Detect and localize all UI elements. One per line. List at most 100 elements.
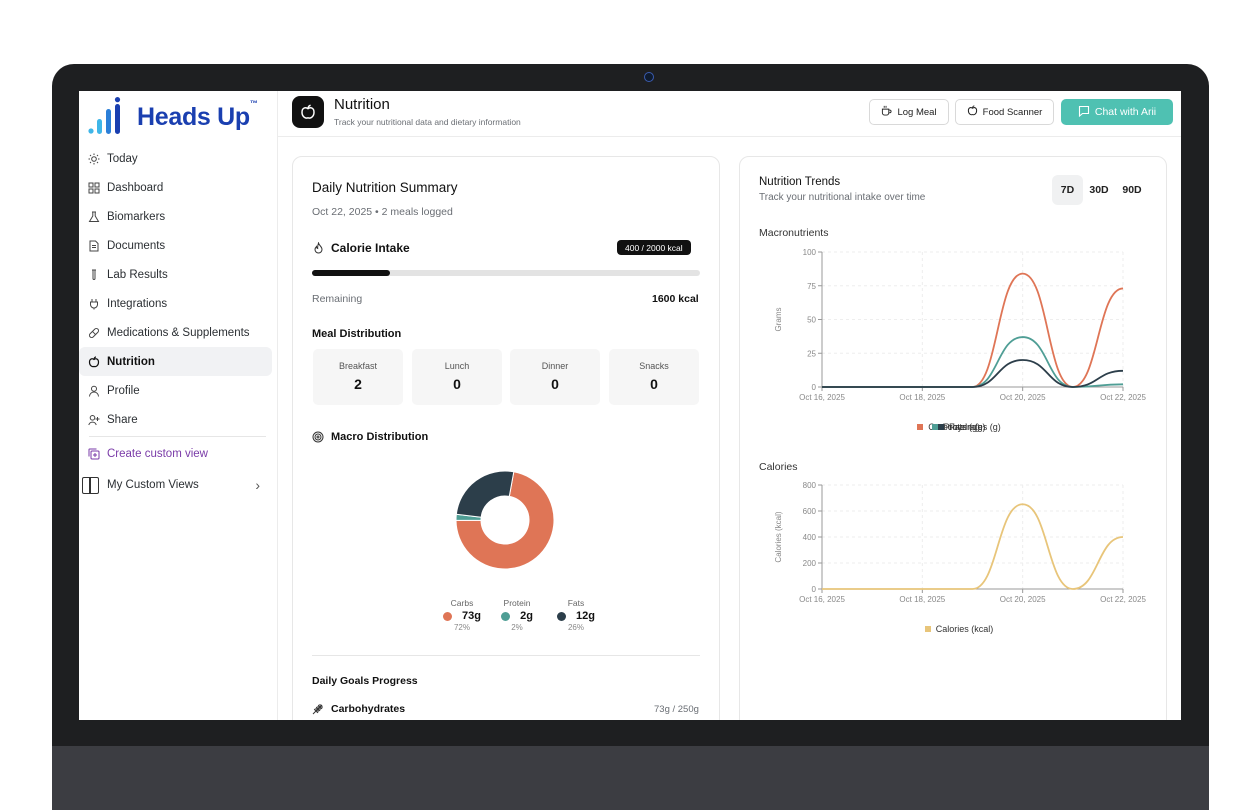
macro-value-row: 73g [437,610,487,622]
sidebar-item-label: Dashboard [107,181,164,194]
summary-date: Oct 22, 2025 • 2 meals logged [312,206,453,218]
sidebar-item-label: Biomarkers [107,210,166,223]
summary-title: Daily Nutrition Summary [312,180,458,195]
page-subtitle: Track your nutritional data and dietary … [334,117,521,127]
y-tick-label: 50 [807,316,816,325]
apple-icon [967,105,978,119]
donut-slice-carbs [455,471,555,570]
x-tick-label: Oct 16, 2025 [799,393,845,402]
macro-legend-fats: Fats 12g 26% [549,598,603,632]
wheat-icon [312,702,324,720]
target-icon [312,430,324,448]
macro-donut-chart [455,470,555,570]
my-custom-views-toggle[interactable]: My Custom Views › [79,468,278,502]
legend-item[interactable]: Fats (g) [937,422,980,432]
legend-item[interactable]: Protein (g) [932,422,986,432]
protein-dot-icon [501,611,511,621]
range-90d-button[interactable]: 90D [1122,184,1142,196]
sidebar-item-label: Share [107,413,138,426]
series-line-fats [822,359,1124,388]
plug-icon [88,298,100,310]
legend-label: Carbohydrates (g) [928,422,1001,432]
page-header: Nutrition Track your nutritional data an… [278,91,1181,137]
sidebar-divider [89,436,266,437]
calories-title: Calories [759,461,798,473]
series-line-protein [822,336,1124,388]
remaining-value: 1600 kcal [652,293,699,305]
sidebar: Heads Up™ Today Dashboard Biomarkers [79,91,278,720]
meal-count: 2 [354,376,362,392]
sidebar-item-biomarkers[interactable]: Biomarkers [79,202,272,231]
share-user-icon [88,414,100,426]
x-tick-label: Oct 18, 2025 [899,595,945,604]
grid-icon [88,182,100,194]
calorie-progress-bar [312,270,700,276]
meal-count: 0 [453,376,461,392]
y-tick-label: 0 [812,383,817,392]
sidebar-item-nutrition[interactable]: Nutrition [79,347,272,376]
range-30d-button[interactable]: 30D [1089,184,1109,196]
x-tick-label: Oct 20, 2025 [1000,393,1046,402]
meal-label: Snacks [639,361,669,371]
pill-icon [88,327,100,339]
create-custom-view-button[interactable]: Create custom view [79,439,272,468]
food-scanner-button[interactable]: Food Scanner [955,99,1054,125]
sidebar-item-lab-results[interactable]: Lab Results [79,260,272,289]
sidebar-item-label: Documents [107,239,166,252]
document-icon [88,240,100,252]
chevron-right-icon: › [255,477,260,493]
sidebar-item-documents[interactable]: Documents [79,231,272,260]
goal-carbs-value: 73g / 250g [654,704,699,715]
calorie-intake-title: Calorie Intake [331,241,410,255]
macronutrients-title: Macronutrients [759,227,829,239]
range-7d-button[interactable]: 7D [1052,175,1083,205]
y-tick-label: 0 [812,585,817,594]
calories-chart: 0 200 400 600 800 Oct 16, 2025 Oct 18, 2025 Oct… [774,481,1146,604]
flask-icon [88,211,100,223]
sidebar-item-today[interactable]: Today [79,144,272,173]
meal-dinner: Dinner 0 [510,349,600,405]
legend-swatch-icon [937,424,944,430]
my-custom-views-label: My Custom Views [107,479,199,491]
sun-icon [88,153,100,165]
macro-value-row: 12g [549,610,603,622]
legend-item[interactable]: Carbohydrates (g) [917,422,1001,432]
logo-trademark: ™ [249,98,258,108]
coffee-cup-icon [881,105,892,119]
macro-percent: 2% [511,623,523,632]
trends-subtitle: Track your nutritional intake over time [759,192,926,203]
log-meal-button[interactable]: Log Meal [869,99,949,125]
chat-label: Chat with Arii [1094,106,1157,118]
y-tick-label: 25 [807,349,816,358]
apple-icon [88,355,100,368]
chat-button[interactable]: Chat with Arii [1061,99,1173,125]
meal-distribution-title: Meal Distribution [312,328,402,340]
calories-legend: Calories (kcal) [759,624,1159,640]
macro-value: 2g [520,610,533,622]
y-axis-label: Grams [774,308,783,332]
series-line-calories [822,503,1124,590]
meal-label: Lunch [444,361,470,371]
apple-icon [292,96,324,128]
series-line-carbohydrates [822,272,1124,388]
sidebar-item-medications[interactable]: Medications & Supplements [79,318,272,347]
x-tick-label: Oct 18, 2025 [899,393,945,402]
app-screen: Heads Up™ Today Dashboard Biomarkers [79,91,1181,720]
meal-breakfast: Breakfast 2 [313,349,403,405]
app-logo[interactable]: Heads Up™ [87,97,258,137]
remaining-label: Remaining [312,293,363,305]
user-icon [88,385,100,397]
sidebar-item-label: Integrations [107,297,168,310]
logo-text: Heads Up™ [137,99,258,132]
sidebar-item-share[interactable]: Share [79,405,272,434]
meal-count: 0 [551,376,559,392]
sidebar-item-profile[interactable]: Profile [79,376,272,405]
sidebar-item-dashboard[interactable]: Dashboard [79,173,272,202]
sidebar-item-integrations[interactable]: Integrations [79,289,272,318]
carbs-dot-icon [443,611,453,621]
y-tick-label: 800 [803,481,817,490]
legend-item[interactable]: Calories (kcal) [924,624,993,634]
sidebar-item-label: Today [107,152,138,165]
meal-label: Breakfast [338,361,378,371]
legend-label: Fats (g) [948,422,980,432]
